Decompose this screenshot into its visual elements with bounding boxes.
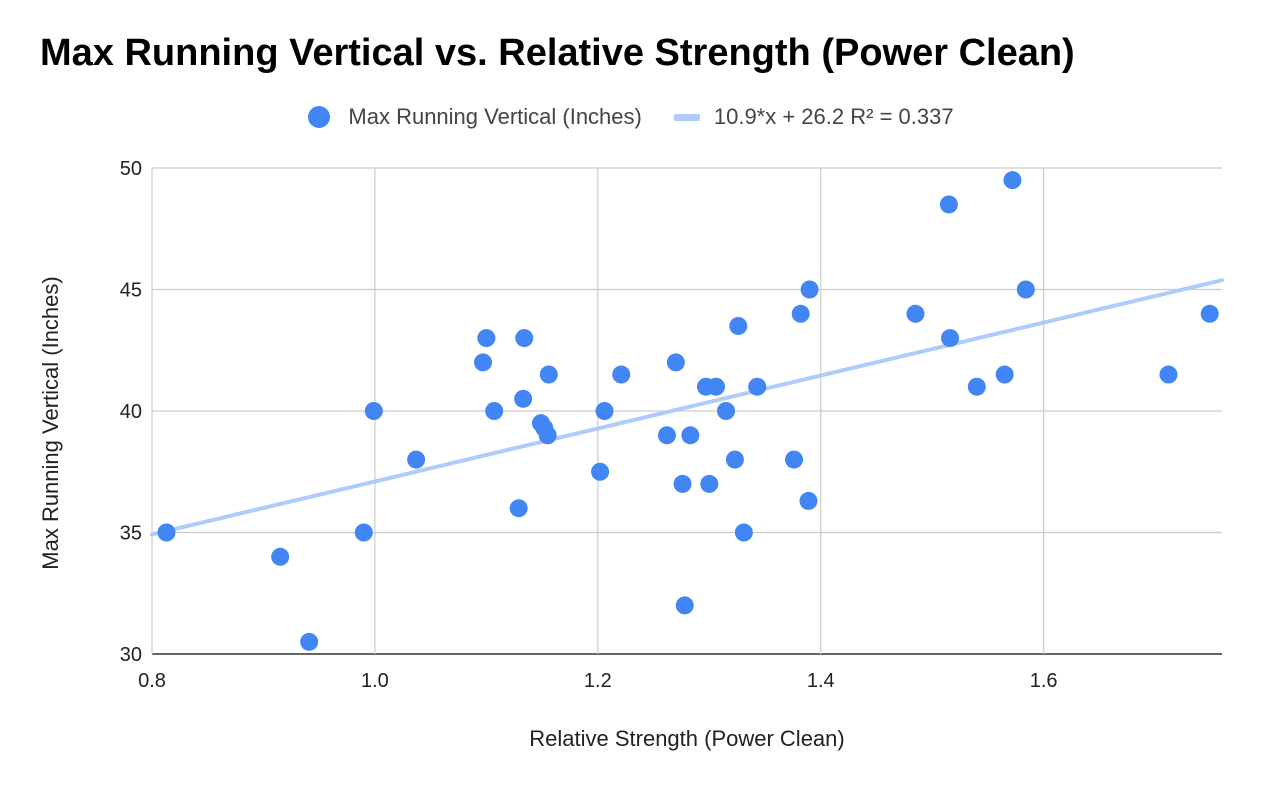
data-point[interactable] — [673, 474, 692, 493]
data-point[interactable] — [725, 450, 744, 469]
legend-label-series: Max Running Vertical (Inches) — [348, 104, 642, 129]
data-point[interactable] — [799, 491, 818, 510]
y-axis-ticks: 30 35 40 45 50 — [120, 158, 142, 666]
legend-item-trendline[interactable]: 10.9*x + 26.2 R² = 0.337 — [673, 104, 954, 130]
x-tick-label: 1.4 — [807, 670, 835, 692]
y-tick-label: 50 — [120, 158, 142, 180]
data-point[interactable] — [1003, 171, 1022, 190]
data-point[interactable] — [1200, 304, 1219, 323]
data-point[interactable] — [967, 377, 986, 396]
y-tick-label: 45 — [120, 280, 142, 302]
data-point[interactable] — [748, 377, 767, 396]
y-tick-label: 30 — [120, 644, 142, 666]
data-points — [157, 171, 1219, 651]
data-point[interactable] — [906, 304, 925, 323]
data-point[interactable] — [477, 329, 496, 348]
x-tick-label: 0.8 — [138, 670, 166, 692]
data-point[interactable] — [995, 365, 1014, 384]
data-point[interactable] — [300, 632, 319, 651]
chart-title: Max Running Vertical vs. Relative Streng… — [40, 32, 1075, 74]
legend-item-series[interactable]: Max Running Vertical (Inches) — [308, 104, 642, 130]
data-point[interactable] — [1159, 365, 1178, 384]
data-point[interactable] — [706, 377, 725, 396]
data-point[interactable] — [700, 474, 719, 493]
legend-marker-series — [308, 106, 331, 128]
trendline — [150, 278, 1224, 537]
data-point[interactable] — [354, 523, 373, 542]
data-point[interactable] — [666, 353, 685, 372]
x-axis-ticks: 0.8 1.0 1.2 1.4 1.6 — [138, 670, 1057, 692]
x-tick-label: 1.0 — [361, 670, 389, 692]
x-tick-label: 1.2 — [584, 670, 612, 692]
x-axis-label: Relative Strength (Power Clean) — [529, 726, 844, 751]
trendline-group — [150, 278, 1224, 537]
data-point[interactable] — [612, 365, 631, 384]
data-point[interactable] — [941, 329, 960, 348]
legend: Max Running Vertical (Inches) 10.9*x + 2… — [0, 100, 1262, 134]
data-point[interactable] — [364, 402, 383, 420]
data-point[interactable] — [407, 450, 426, 469]
data-point[interactable] — [681, 426, 700, 445]
data-point[interactable] — [1016, 280, 1035, 299]
data-point[interactable] — [485, 402, 504, 420]
data-point[interactable] — [657, 426, 676, 445]
y-tick-label: 35 — [120, 523, 142, 545]
data-point[interactable] — [539, 365, 558, 384]
data-point[interactable] — [515, 329, 534, 348]
data-point[interactable] — [785, 450, 803, 469]
data-point[interactable] — [591, 462, 610, 481]
y-tick-label: 40 — [120, 401, 142, 423]
data-point[interactable] — [474, 353, 493, 372]
data-point[interactable] — [514, 389, 533, 408]
data-point[interactable] — [800, 280, 819, 299]
data-point[interactable] — [271, 547, 290, 566]
data-point[interactable] — [734, 523, 753, 542]
legend-marker-trendline — [673, 113, 700, 121]
legend-label-trendline: 10.9*x + 26.2 R² = 0.337 — [713, 104, 954, 129]
data-point[interactable] — [675, 596, 694, 615]
y-axis-label: Max Running Vertical (Inches) — [38, 276, 63, 569]
data-point[interactable] — [538, 426, 557, 445]
x-tick-label: 1.6 — [1030, 670, 1058, 692]
data-point[interactable] — [509, 499, 528, 518]
gridlines — [151, 167, 1222, 655]
data-point[interactable] — [157, 523, 176, 542]
data-point[interactable] — [791, 304, 810, 323]
data-point[interactable] — [717, 402, 736, 420]
data-point[interactable] — [595, 402, 614, 420]
data-point[interactable] — [729, 316, 748, 335]
data-point[interactable] — [939, 195, 958, 214]
